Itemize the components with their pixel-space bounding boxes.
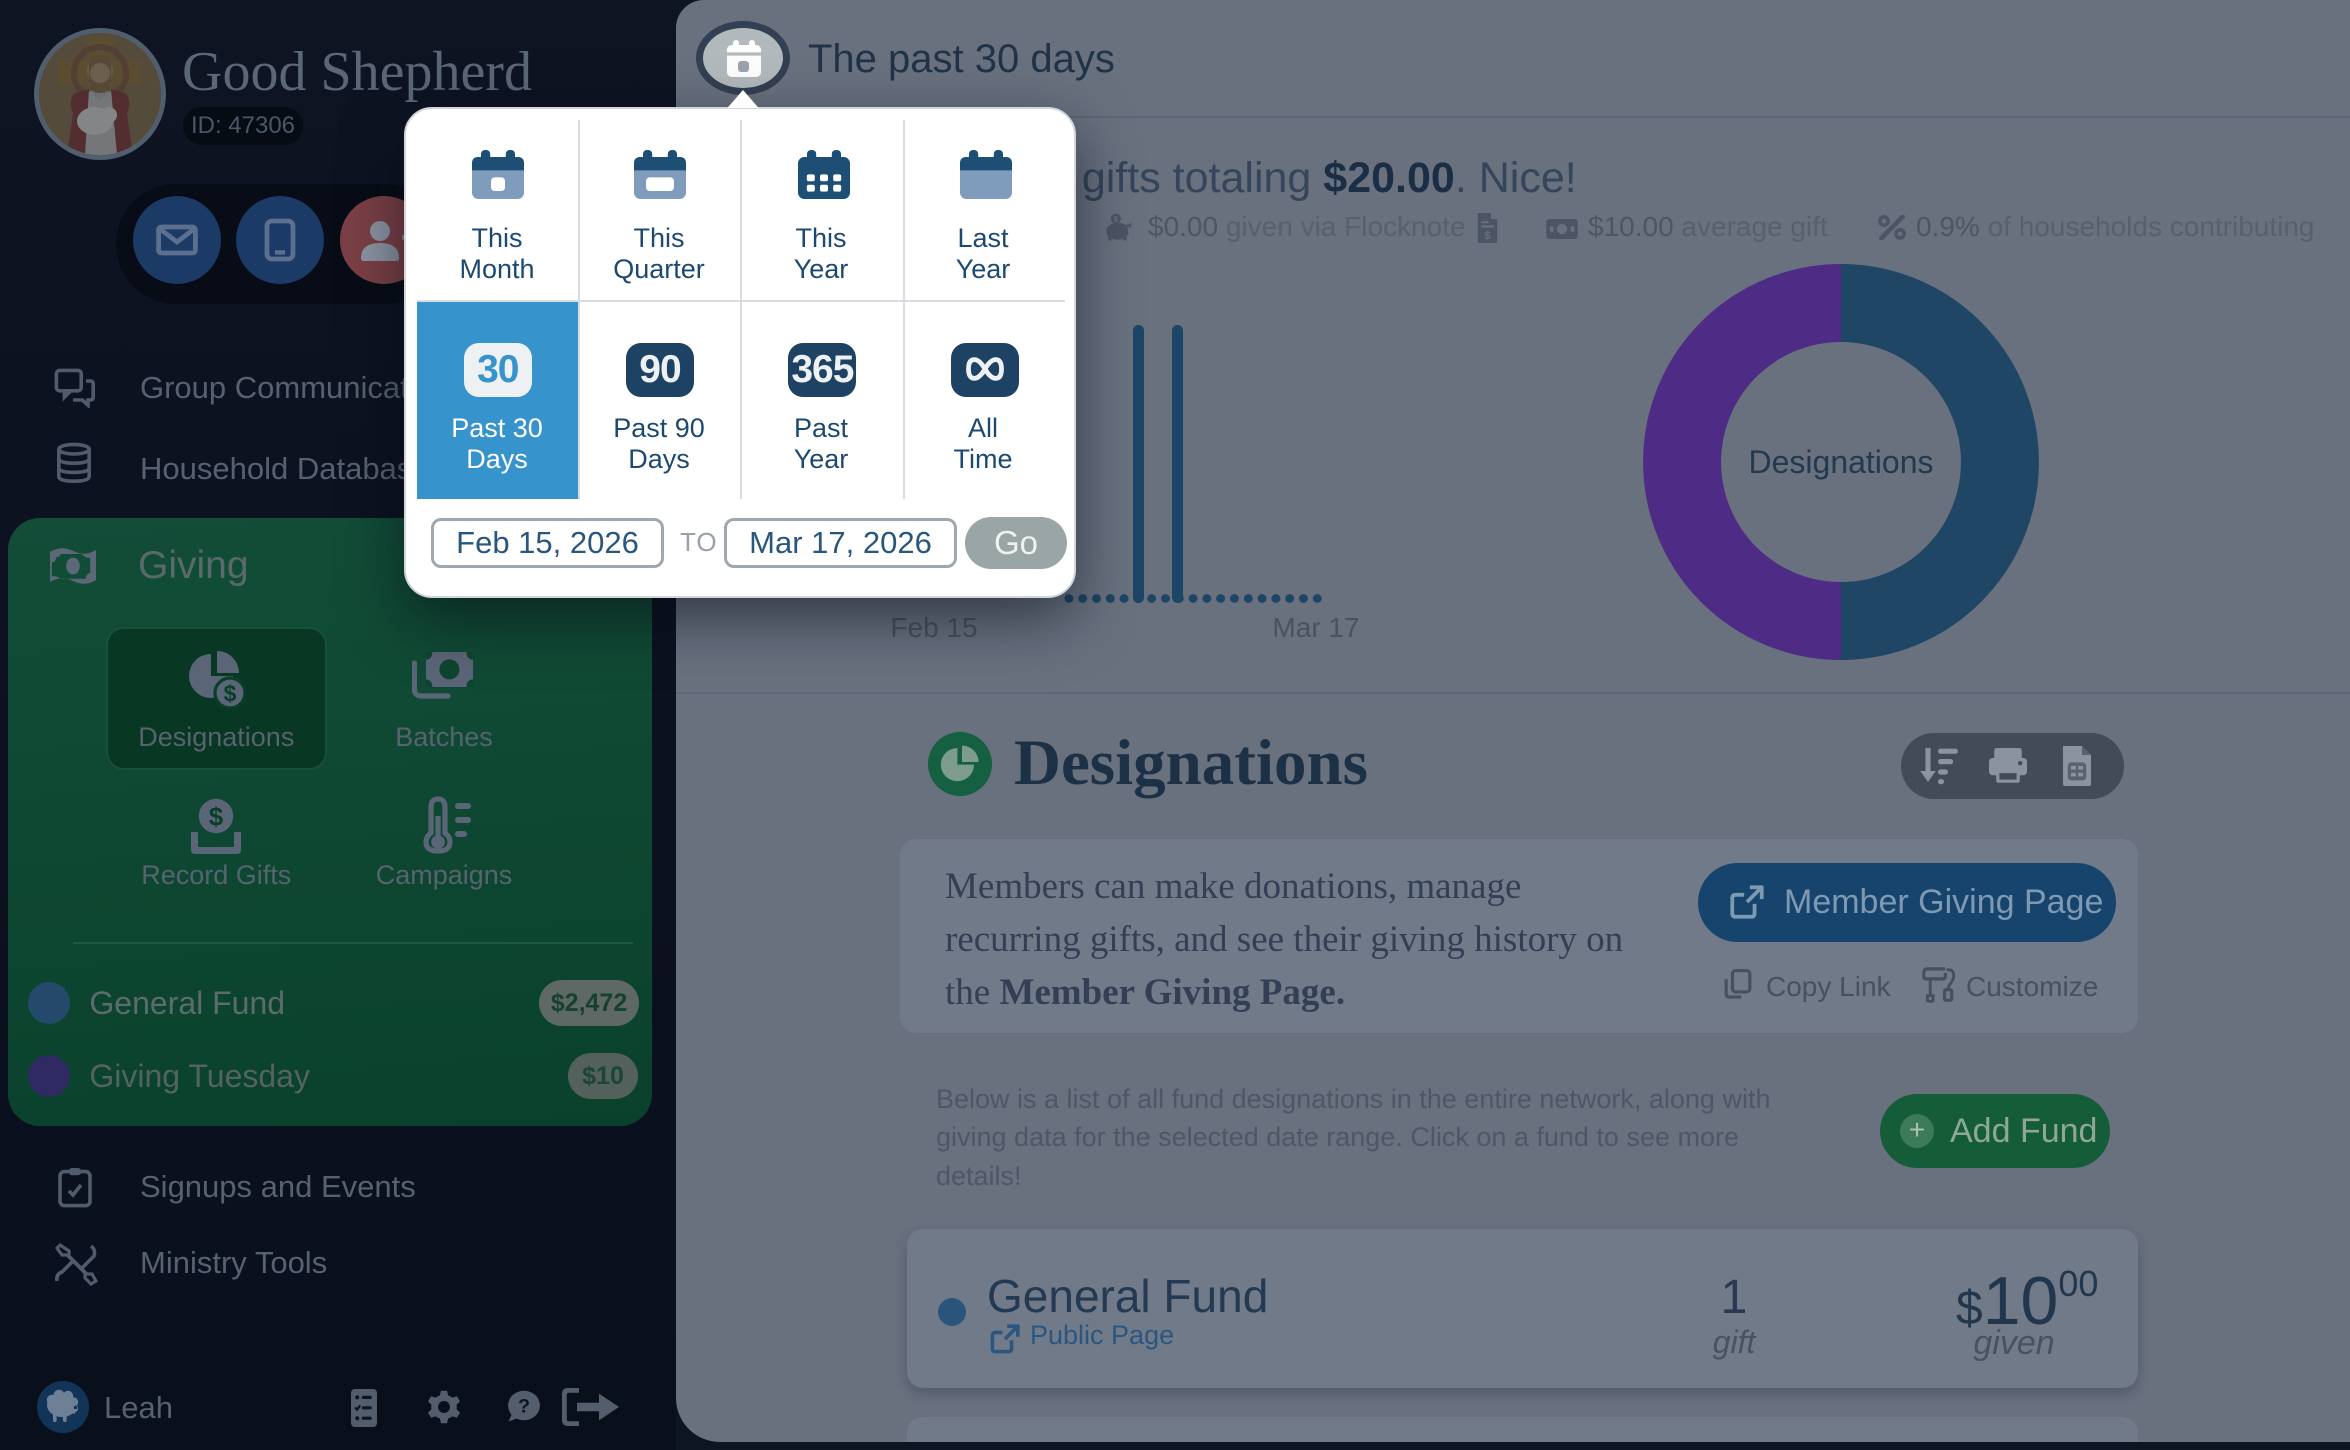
svg-text:?: ?	[518, 1395, 530, 1417]
svg-text:$: $	[224, 680, 237, 706]
svg-text:$: $	[1484, 230, 1491, 242]
svg-text:$: $	[209, 802, 224, 832]
svg-text:$: $	[1114, 215, 1119, 224]
